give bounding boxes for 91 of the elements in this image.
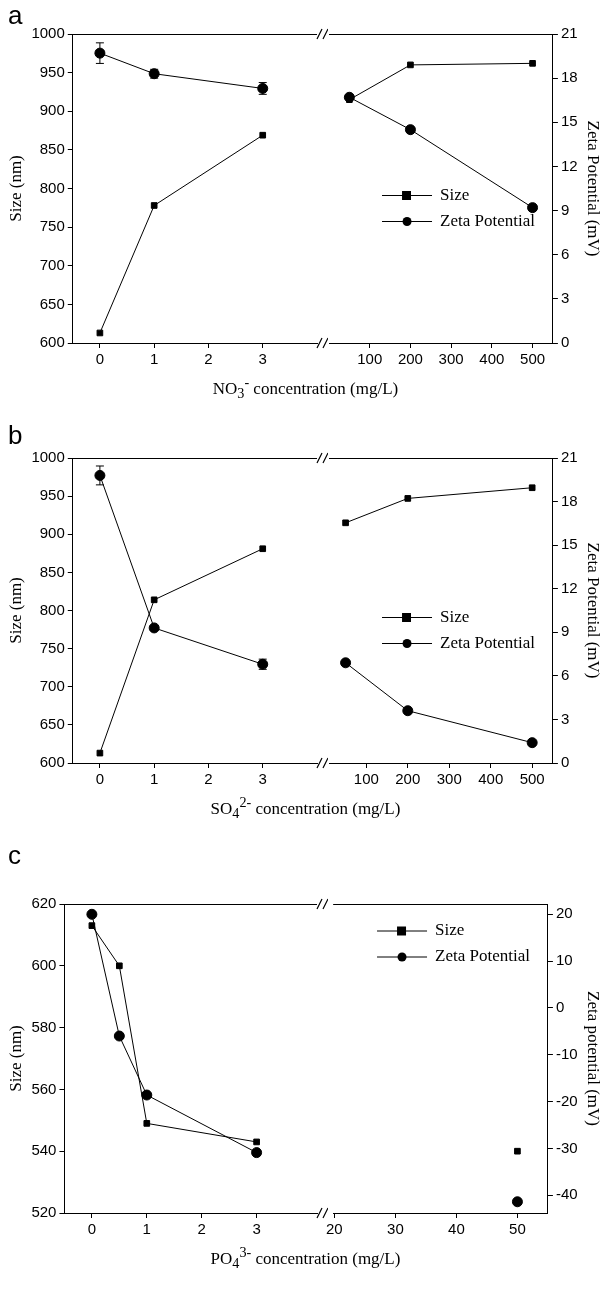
x-tick-label: 1 bbox=[150, 350, 159, 368]
y2-tick-label: 3 bbox=[560, 289, 570, 306]
y-tick-label: 800 bbox=[39, 178, 65, 196]
y2-tick-label: 15 bbox=[560, 535, 578, 553]
x-tick-label: 40 bbox=[448, 1220, 465, 1238]
x-tick-label: 300 bbox=[436, 770, 462, 788]
y2-tick-label: 0 bbox=[560, 753, 570, 771]
y-axis-title: Size (nm) bbox=[5, 577, 25, 644]
y2-tick-label: 9 bbox=[560, 622, 570, 640]
y-tick-label: 800 bbox=[39, 600, 65, 618]
y2-tick-label: 21 bbox=[560, 448, 578, 466]
y-tick-label: 1000 bbox=[31, 24, 65, 42]
y-tick-label: 900 bbox=[39, 524, 65, 542]
y2-tick-label: 12 bbox=[560, 578, 578, 596]
y-tick-label: 580 bbox=[31, 1017, 57, 1035]
y2-tick-label: 12 bbox=[560, 156, 578, 174]
y2-tick-label: 21 bbox=[560, 24, 578, 42]
x-tick-label: 50 bbox=[509, 1220, 526, 1238]
y-tick-label: 950 bbox=[39, 62, 65, 80]
y-tick-label: 850 bbox=[39, 562, 65, 580]
y2-tick-label: -40 bbox=[555, 1185, 578, 1203]
y-tick-label: 650 bbox=[39, 715, 65, 733]
x-tick-label: 500 bbox=[520, 350, 546, 368]
x-tick-label: 100 bbox=[357, 350, 383, 368]
y2-axis-title: Zeta Potential (mV) bbox=[584, 120, 604, 257]
y2-tick-label: 10 bbox=[555, 951, 573, 969]
legend-label: Zeta Potential bbox=[440, 210, 536, 230]
y-tick-label: 650 bbox=[39, 294, 65, 312]
x-tick-label: 0 bbox=[87, 1220, 97, 1238]
y2-tick-label: 20 bbox=[555, 904, 573, 922]
legend-label: Zeta Potential bbox=[435, 946, 531, 966]
legend-label: Size bbox=[440, 184, 470, 204]
y2-tick-label: 18 bbox=[560, 68, 578, 86]
y2-tick-label: -30 bbox=[555, 1138, 578, 1156]
x-tick-label: 2 bbox=[204, 770, 213, 788]
y-tick-label: 600 bbox=[39, 753, 65, 771]
x-tick-label: 0 bbox=[95, 770, 105, 788]
y-tick-label: 620 bbox=[31, 894, 57, 912]
y2-tick-label: 6 bbox=[560, 666, 570, 683]
y2-tick-label: 15 bbox=[560, 112, 578, 130]
y-tick-label: 750 bbox=[39, 638, 65, 656]
y2-tick-label: 6 bbox=[560, 244, 570, 262]
y2-tick-label: 9 bbox=[560, 200, 570, 218]
y2-tick-label: 0 bbox=[560, 333, 570, 351]
x-tick-label: 1 bbox=[150, 770, 159, 788]
x-tick-label: 500 bbox=[519, 770, 545, 788]
x-axis-title: SO$_{4}$$^{2-}$ concentration (mg/L) bbox=[209, 794, 402, 823]
x-axis-title: NO$_{3}$$^{-}$ concentration (mg/L) bbox=[211, 374, 400, 403]
legend-label: Size bbox=[435, 920, 465, 940]
x-tick-label: 3 bbox=[258, 770, 267, 788]
y-tick-label: 950 bbox=[39, 486, 65, 504]
x-tick-label: 1 bbox=[142, 1220, 151, 1238]
x-tick-label: 200 bbox=[395, 770, 421, 788]
y-tick-label: 900 bbox=[39, 101, 65, 119]
chart-title: b bbox=[8, 420, 23, 451]
x-tick-label: 400 bbox=[479, 350, 505, 368]
y-tick-label: 850 bbox=[39, 140, 65, 158]
x-tick-label: 0 bbox=[95, 350, 105, 368]
legend-label: Zeta Potential bbox=[440, 632, 536, 652]
y-axis-title: Size (nm) bbox=[5, 1025, 25, 1092]
y-tick-label: 600 bbox=[39, 333, 65, 351]
y-tick-label: 540 bbox=[31, 1141, 57, 1159]
y-tick-label: 600 bbox=[31, 955, 57, 973]
y-tick-label: 1000 bbox=[31, 448, 65, 466]
x-tick-label: 3 bbox=[258, 350, 267, 368]
x-tick-label: 2 bbox=[197, 1220, 206, 1238]
y-tick-label: 520 bbox=[31, 1203, 57, 1221]
y2-axis-title: Zeta potential (mV) bbox=[584, 990, 604, 1127]
x-axis-title: PO$_{4}$$^{3-}$ concentration (mg/L) bbox=[209, 1244, 402, 1273]
x-tick-label: 400 bbox=[478, 770, 504, 788]
y2-axis-title: Zeta Potential (mV) bbox=[584, 542, 604, 679]
x-tick-label: 2 bbox=[204, 350, 213, 368]
x-tick-label: 300 bbox=[438, 350, 464, 368]
y2-tick-label: 3 bbox=[560, 709, 570, 727]
y2-tick-label: 18 bbox=[560, 491, 578, 509]
chart-title: a bbox=[8, 0, 23, 31]
y2-tick-label: 0 bbox=[555, 998, 565, 1016]
y-tick-label: 560 bbox=[31, 1079, 57, 1097]
x-tick-label: 3 bbox=[252, 1220, 261, 1238]
chart-title: c bbox=[8, 840, 21, 871]
x-tick-label: 20 bbox=[326, 1220, 343, 1238]
x-tick-label: 30 bbox=[387, 1220, 404, 1238]
legend-label: Size bbox=[440, 606, 470, 626]
y-tick-label: 700 bbox=[39, 676, 65, 694]
x-tick-label: 200 bbox=[397, 350, 423, 368]
y-tick-label: 750 bbox=[39, 217, 65, 235]
y2-tick-label: -10 bbox=[555, 1044, 578, 1062]
y-tick-label: 700 bbox=[39, 255, 65, 273]
x-tick-label: 100 bbox=[353, 770, 379, 788]
y2-tick-label: -20 bbox=[555, 1091, 578, 1109]
y-axis-title: Size (nm) bbox=[5, 155, 25, 222]
